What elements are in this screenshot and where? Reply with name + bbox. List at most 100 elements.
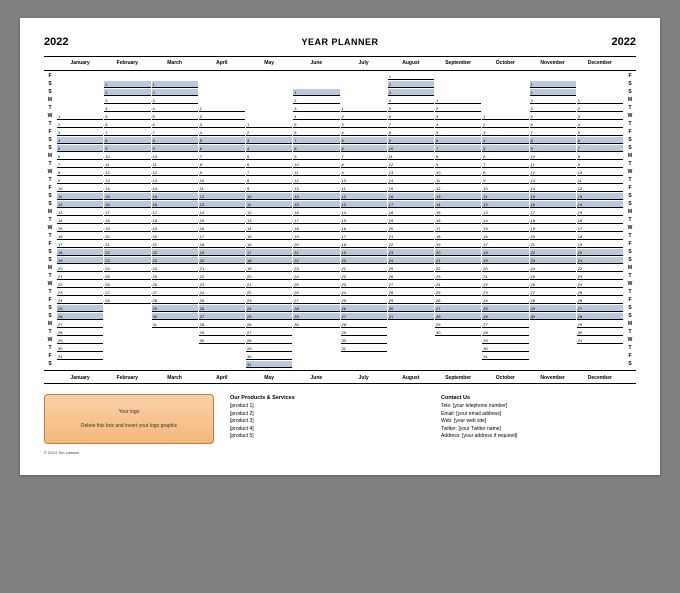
day-cell: 7 (152, 129, 198, 136)
empty-cell (293, 337, 339, 344)
day-cell: 12 (293, 177, 339, 184)
day-cell: 3 (246, 137, 292, 144)
day-cell: 30 (152, 313, 198, 320)
day-cell: 14 (246, 225, 292, 232)
product-item: [product 3] (230, 418, 425, 426)
day-cell: 1 (199, 105, 245, 112)
weekday-label-right: T (624, 289, 636, 296)
day-cell: 12 (530, 169, 576, 176)
month-label: October (482, 60, 528, 66)
products-title: Our Products & Services (230, 394, 425, 402)
empty-cell (199, 353, 245, 360)
rule (44, 70, 636, 71)
day-cell: 7 (104, 129, 150, 136)
empty-cell (293, 361, 339, 368)
day-cell: 27 (435, 305, 481, 312)
empty-cell (104, 361, 150, 368)
day-cell: 24 (57, 297, 103, 304)
day-cell: 4 (482, 137, 528, 144)
day-cell: 18 (57, 249, 103, 256)
day-cell: 3 (57, 129, 103, 136)
day-cell: 26 (577, 297, 623, 304)
day-cell: 6 (388, 113, 434, 120)
day-cell: 26 (293, 289, 339, 296)
weekday-label-right: T (624, 273, 636, 280)
rule-bottom (44, 383, 636, 384)
day-cell: 20 (577, 249, 623, 256)
day-cell: 1 (57, 113, 103, 120)
day-cell: 7 (199, 153, 245, 160)
weekday-label-left: M (44, 321, 56, 328)
day-cell: 19 (293, 233, 339, 240)
weekday-label-left: M (44, 97, 56, 104)
weekday-label-right: S (624, 361, 636, 368)
day-cell: 29 (246, 345, 292, 352)
day-cell: 23 (530, 257, 576, 264)
empty-cell (152, 353, 198, 360)
day-cell: 14 (104, 185, 150, 192)
weekday-label-left: F (44, 353, 56, 360)
day-cell: 26 (246, 321, 292, 328)
empty-cell (199, 73, 245, 80)
day-cell: 20 (57, 265, 103, 272)
months-header-bottom: JanuaryFebruaryMarchAprilMayJuneJulyAugu… (44, 373, 636, 383)
day-cell: 20 (530, 233, 576, 240)
day-cell: 15 (530, 193, 576, 200)
day-cell: 13 (341, 201, 387, 208)
month-label: June (293, 60, 339, 66)
day-cell: 11 (341, 185, 387, 192)
empty-cell (246, 81, 292, 88)
day-cell: 11 (104, 161, 150, 168)
day-cell: 3 (577, 113, 623, 120)
day-cell: 26 (199, 305, 245, 312)
day-cell: 8 (152, 137, 198, 144)
weekday-label-left: W (44, 113, 56, 120)
day-cell: 10 (199, 177, 245, 184)
day-cell: 4 (341, 129, 387, 136)
weekday-label-right: S (624, 313, 636, 320)
day-cell: 28 (199, 321, 245, 328)
day-cell: 9 (293, 153, 339, 160)
weekday-label-right: W (624, 225, 636, 232)
day-cell: 27 (341, 313, 387, 320)
day-cell: 28 (57, 329, 103, 336)
day-cell: 10 (57, 185, 103, 192)
day-cell: 3 (293, 105, 339, 112)
day-cell: 28 (482, 329, 528, 336)
day-cell: 13 (293, 185, 339, 192)
weekday-label-right: S (624, 249, 636, 256)
empty-cell (341, 73, 387, 80)
day-cell: 26 (435, 297, 481, 304)
empty-cell (104, 345, 150, 352)
day-cell: 9 (57, 177, 103, 184)
day-cell: 26 (388, 273, 434, 280)
day-cell: 30 (57, 345, 103, 352)
empty-cell (341, 81, 387, 88)
day-cell: 9 (435, 161, 481, 168)
day-cell: 13 (388, 169, 434, 176)
day-cell: 3 (341, 121, 387, 128)
product-item: [product 2] (230, 411, 425, 419)
contact-item: Twitter: [your Twitter name] (441, 426, 636, 434)
day-cell: 15 (482, 225, 528, 232)
day-cell: 6 (530, 121, 576, 128)
day-cell: 1 (152, 81, 198, 88)
day-cell: 14 (57, 217, 103, 224)
day-cell: 29 (388, 297, 434, 304)
day-cell: 9 (199, 169, 245, 176)
day-cell: 30 (482, 345, 528, 352)
empty-cell (530, 353, 576, 360)
day-cell: 1 (388, 73, 434, 80)
day-cell: 13 (152, 177, 198, 184)
month-label: May (246, 375, 292, 381)
day-cell: 18 (435, 233, 481, 240)
day-cell: 23 (104, 257, 150, 264)
weekday-label-left: T (44, 121, 56, 128)
weekday-label-left: T (44, 217, 56, 224)
day-cell: 23 (57, 289, 103, 296)
weekday-label-left: T (44, 329, 56, 336)
day-cell: 19 (577, 241, 623, 248)
empty-cell (246, 73, 292, 80)
day-cell: 28 (246, 337, 292, 344)
weekday-label-left: S (44, 201, 56, 208)
